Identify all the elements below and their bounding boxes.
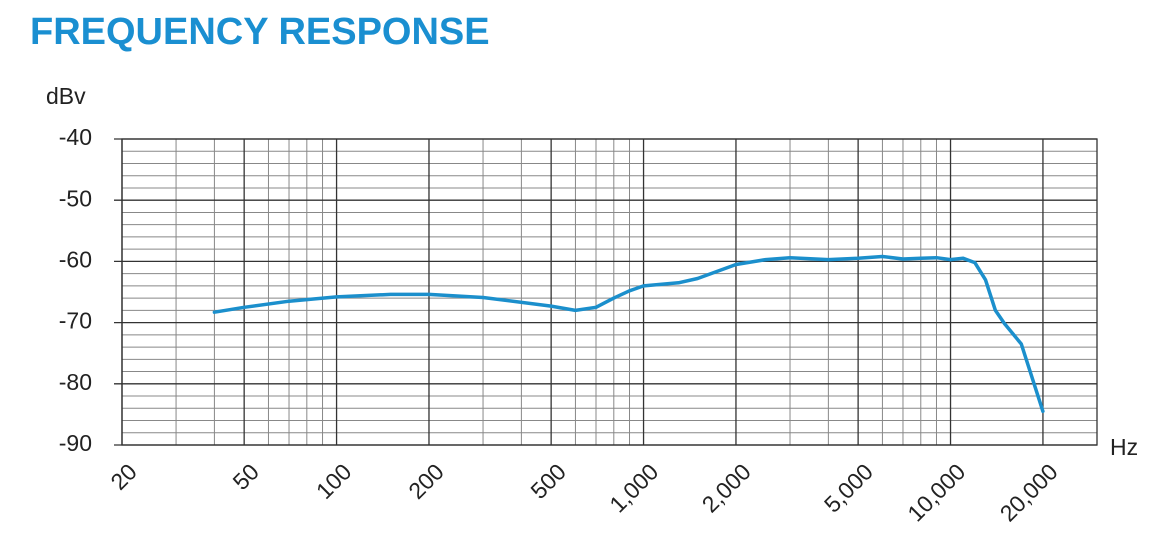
x-axis-label: Hz (1110, 434, 1138, 460)
y-tick-label: -40 (59, 124, 92, 150)
x-tick-label: 200 (403, 458, 449, 504)
x-tick-label: 500 (525, 458, 571, 504)
x-tick-label: 10,000 (902, 458, 970, 526)
x-tick-label: 20,000 (995, 458, 1063, 526)
y-tick-label: -80 (59, 369, 92, 395)
x-tick-label: 50 (228, 458, 264, 494)
x-tick-label: 100 (311, 458, 357, 504)
y-tick-label: -90 (59, 430, 92, 456)
y-tick-label: -60 (59, 246, 92, 272)
x-tick-label: 20 (105, 458, 141, 494)
y-axis-label: dBv (46, 83, 86, 109)
x-tick-label: 1,000 (604, 458, 663, 517)
plot-frame (121, 138, 1098, 446)
y-tick-label: -70 (59, 308, 92, 334)
data-line (212, 254, 1045, 414)
x-tick-label: 5,000 (819, 458, 878, 517)
y-tick-label: -50 (59, 185, 92, 211)
x-tick-label: 2,000 (697, 458, 756, 517)
chart-title: FREQUENCY RESPONSE (30, 11, 490, 53)
